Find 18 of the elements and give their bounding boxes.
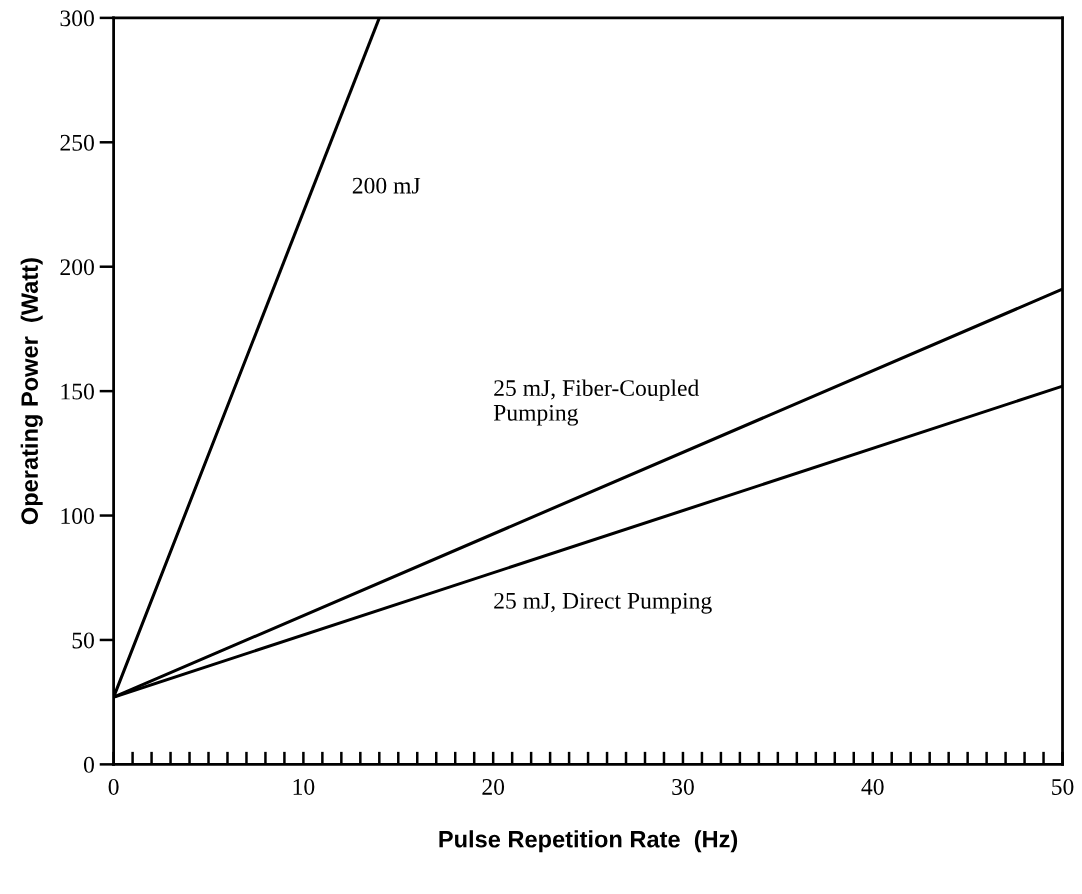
series-label: 25 mJ, Direct Pumping [494,592,712,614]
series-label: 25 mJ, Fiber-Coupled Pumping [493,379,699,426]
x-tick-label: 0 [108,778,119,795]
y-tick-label: 200 [60,259,94,276]
x-axis-title: Pulse Repetition Rate (Hz) [439,830,738,853]
y-tick-label: 250 [60,134,94,151]
y-tick-label: 150 [61,383,94,400]
x-tick-label: 20 [482,778,505,795]
y-tick-label: 100 [61,508,94,524]
y-tick-label: 0 [83,756,94,773]
y-axis-title: Operating Power (Watt) [20,258,43,525]
y-tick-label: 300 [60,10,94,27]
x-tick-label: 40 [861,778,884,795]
x-tick-label: 10 [293,778,315,795]
x-tick-label: 30 [672,778,694,795]
series-label: 200 mJ [352,177,421,194]
y-tick-label: 50 [72,632,94,649]
x-tick-label: 50 [1052,778,1074,795]
